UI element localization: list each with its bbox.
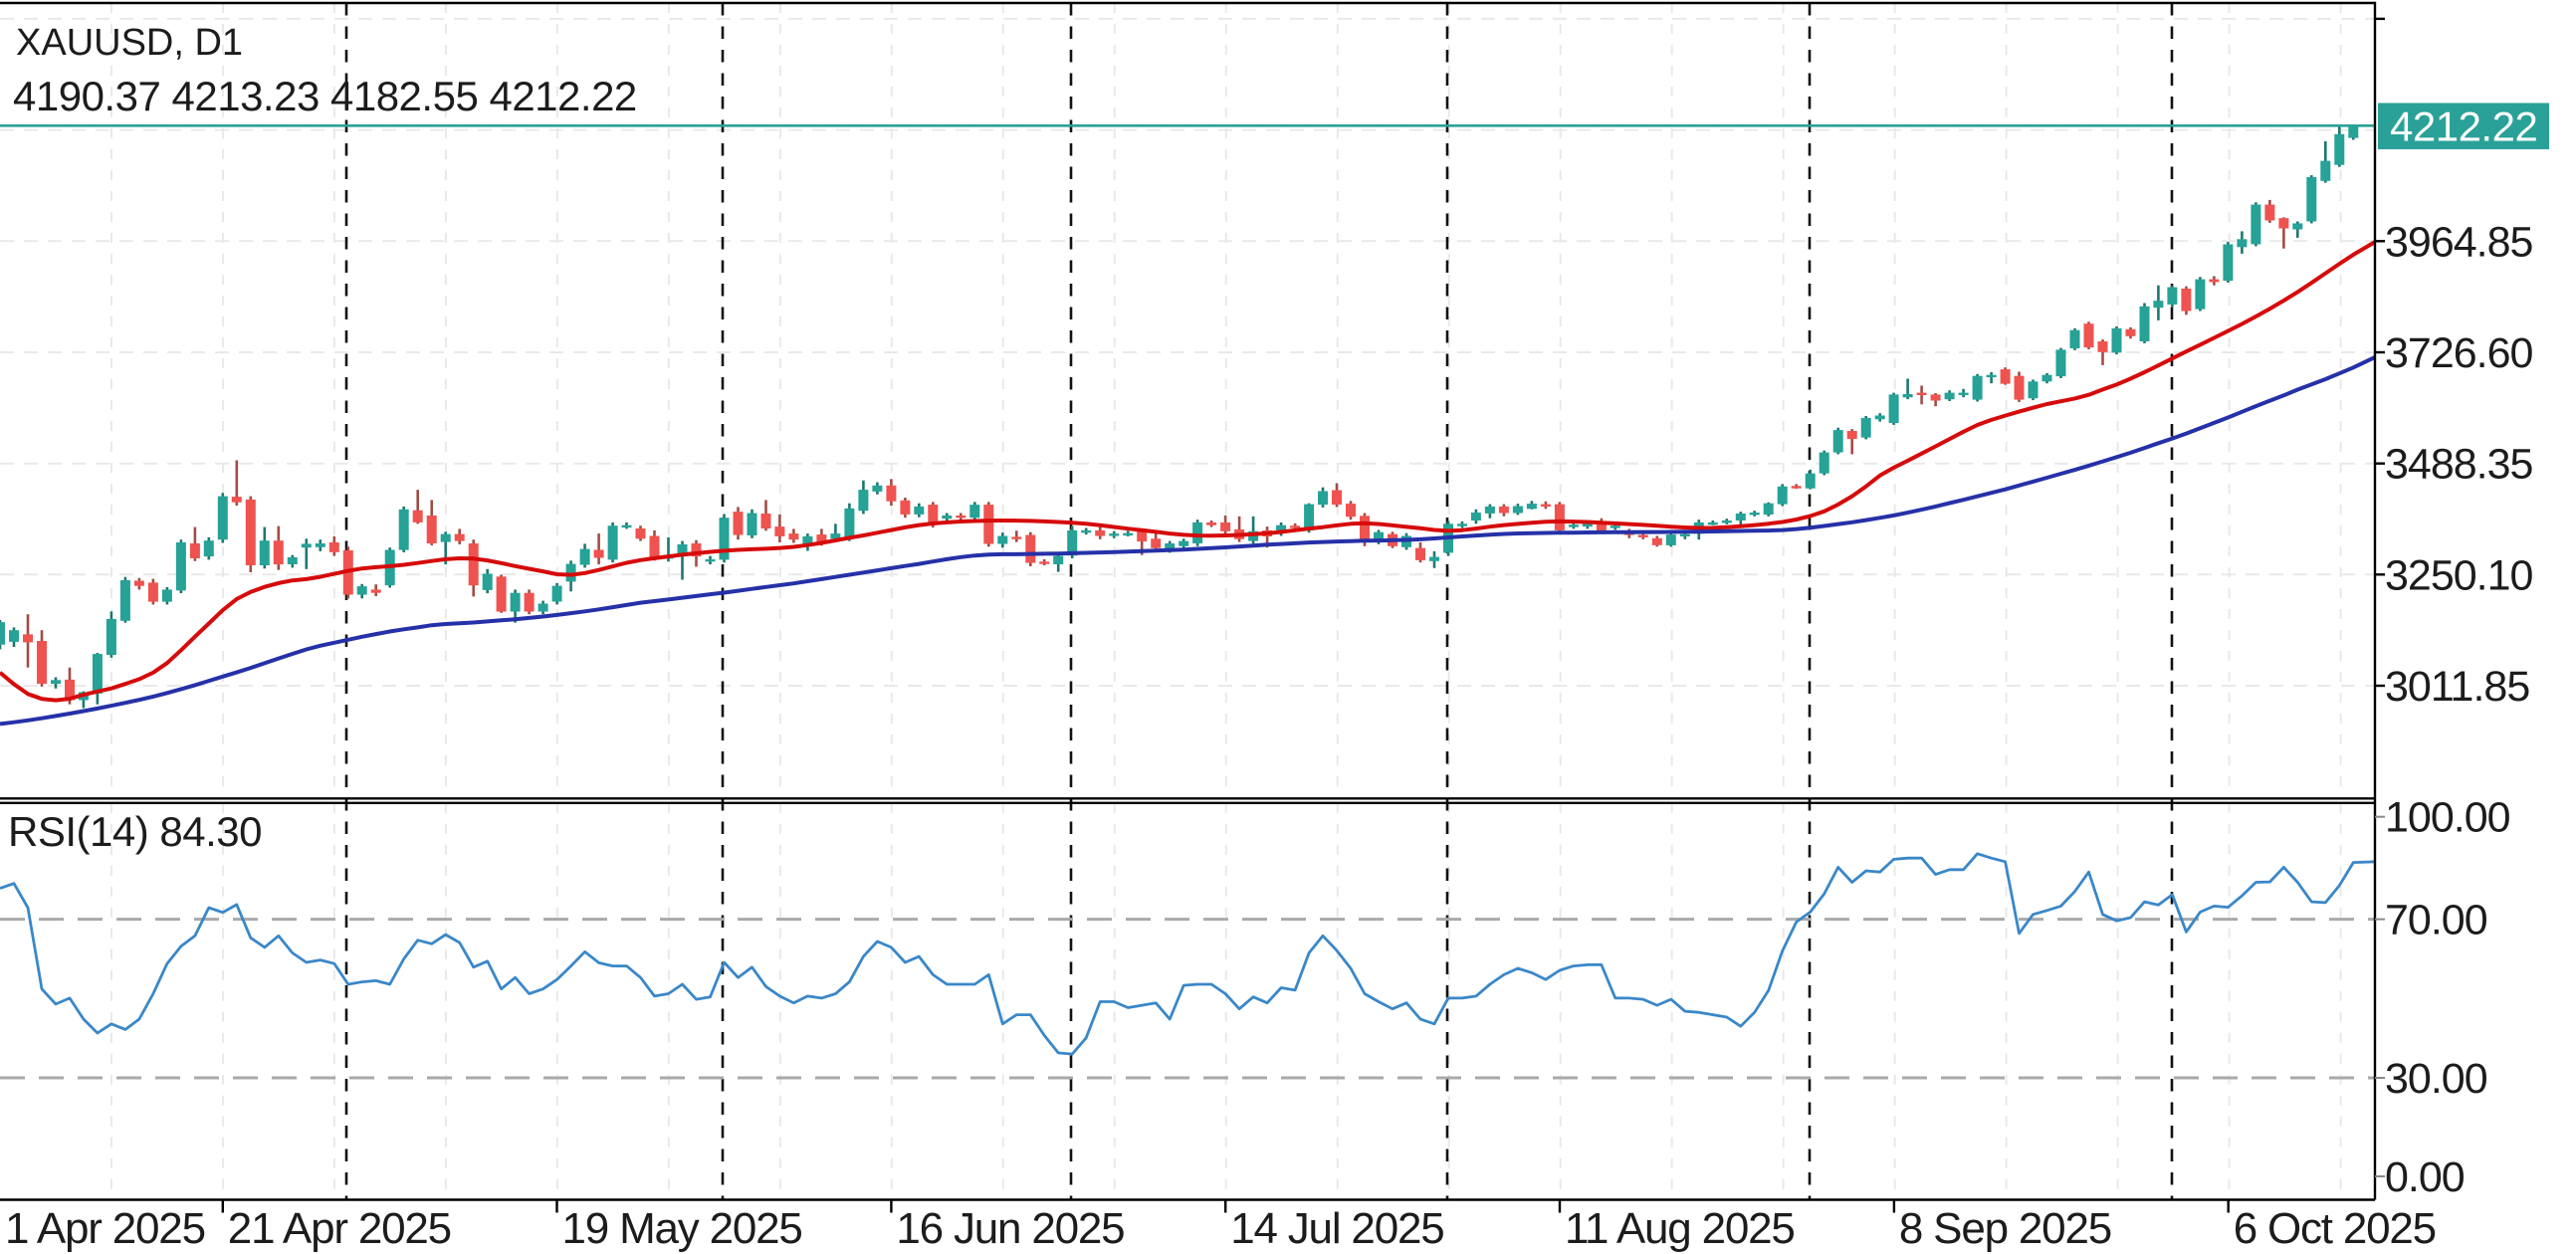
svg-text:21 Apr 2025: 21 Apr 2025 — [228, 1204, 451, 1253]
svg-text:XAUUSD, D1: XAUUSD, D1 — [16, 22, 243, 64]
svg-text:8 Sep 2025: 8 Sep 2025 — [1899, 1204, 2111, 1253]
svg-text:0.00: 0.00 — [2385, 1153, 2465, 1201]
svg-text:19 May 2025: 19 May 2025 — [562, 1204, 802, 1253]
svg-text:14 Jul 2025: 14 Jul 2025 — [1230, 1204, 1443, 1253]
svg-text:11 Aug 2025: 11 Aug 2025 — [1565, 1204, 1795, 1253]
svg-text:3488.35: 3488.35 — [2385, 441, 2533, 489]
svg-text:6 Oct 2025: 6 Oct 2025 — [2234, 1204, 2436, 1253]
svg-text:3964.85: 3964.85 — [2385, 218, 2533, 266]
svg-text:70.00: 70.00 — [2385, 897, 2487, 944]
svg-text:3250.10: 3250.10 — [2385, 551, 2533, 599]
svg-text:16 Jun 2025: 16 Jun 2025 — [896, 1204, 1124, 1253]
svg-text:100.00: 100.00 — [2385, 794, 2510, 842]
svg-text:4212.22: 4212.22 — [2390, 104, 2537, 150]
svg-text:1 Apr 2025: 1 Apr 2025 — [5, 1204, 205, 1253]
svg-text:RSI(14) 84.30: RSI(14) 84.30 — [8, 808, 262, 855]
svg-text:3726.60: 3726.60 — [2385, 329, 2533, 377]
svg-text:3011.85: 3011.85 — [2385, 663, 2529, 711]
svg-text:30.00: 30.00 — [2385, 1055, 2487, 1103]
svg-text:4190.37 4213.23 4182.55 4212.2: 4190.37 4213.23 4182.55 4212.22 — [13, 73, 637, 119]
